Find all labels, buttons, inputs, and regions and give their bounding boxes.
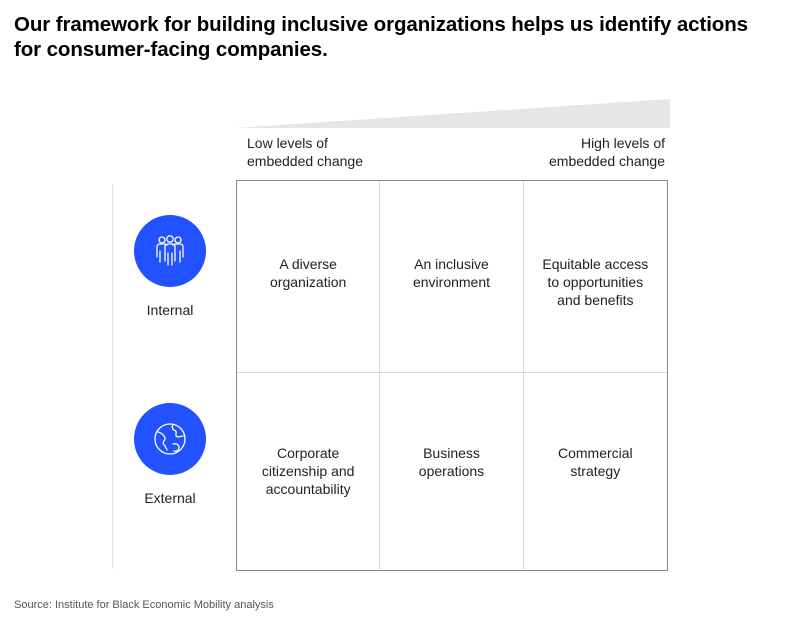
change-gradient-wedge bbox=[236, 99, 670, 128]
framework-grid: A diverse organization An inclusive envi… bbox=[236, 180, 668, 571]
cell-external-high: Commercial strategy bbox=[524, 373, 667, 570]
title-line-1: Our framework for building inclusive org… bbox=[14, 13, 748, 36]
cell-external-mid: Business operations bbox=[380, 373, 524, 570]
cell-internal-low: A diverse organization bbox=[237, 181, 381, 373]
cell-line: An inclusive bbox=[414, 256, 489, 272]
cell-line: environment bbox=[412, 274, 491, 290]
axis-low-line-1: Low levels of bbox=[247, 135, 328, 151]
cell-line: organization bbox=[270, 274, 347, 290]
cell-internal-high: Equitable access to opportunities and be… bbox=[523, 181, 667, 373]
title-line-2: for consumer-facing companies. bbox=[14, 38, 328, 61]
left-divider bbox=[112, 184, 113, 569]
cell-internal-mid: An inclusive environment bbox=[380, 181, 524, 373]
axis-high-line-1: High levels of bbox=[580, 135, 665, 151]
cell-line: Business bbox=[423, 445, 480, 461]
cell-line: Corporate bbox=[277, 445, 340, 461]
cell-external-low: Corporate citizenship and accountability bbox=[237, 373, 381, 570]
row-header-external: External bbox=[130, 403, 210, 507]
axis-low-line-2: embedded change bbox=[247, 153, 363, 169]
axis-label-low: Low levels of embedded change bbox=[247, 134, 407, 170]
row-header-internal: Internal bbox=[130, 215, 210, 319]
page-title: Our framework for building inclusive org… bbox=[14, 12, 789, 62]
cell-line: citizenship and bbox=[261, 463, 355, 479]
globe-icon bbox=[154, 423, 186, 455]
row-label-internal: Internal bbox=[146, 302, 194, 318]
cell-line: Equitable access bbox=[542, 256, 649, 272]
source-note: Source: Institute for Black Economic Mob… bbox=[14, 599, 274, 611]
external-icon-circle bbox=[134, 403, 206, 475]
cell-line: operations bbox=[418, 463, 485, 479]
cell-line: strategy bbox=[570, 463, 621, 479]
row-label-external: External bbox=[144, 490, 196, 506]
internal-icon-circle bbox=[134, 215, 206, 287]
axis-high-line-2: embedded change bbox=[549, 153, 665, 169]
cell-line: accountability bbox=[265, 481, 351, 497]
wedge-shape bbox=[236, 99, 670, 128]
people-icon bbox=[156, 235, 184, 266]
cell-line: A diverse bbox=[279, 256, 337, 272]
axis-label-high: High levels of embedded change bbox=[505, 134, 665, 170]
cell-line: to opportunities bbox=[547, 274, 644, 290]
cell-line: Commercial bbox=[557, 445, 633, 461]
cell-line: and benefits bbox=[557, 292, 634, 308]
